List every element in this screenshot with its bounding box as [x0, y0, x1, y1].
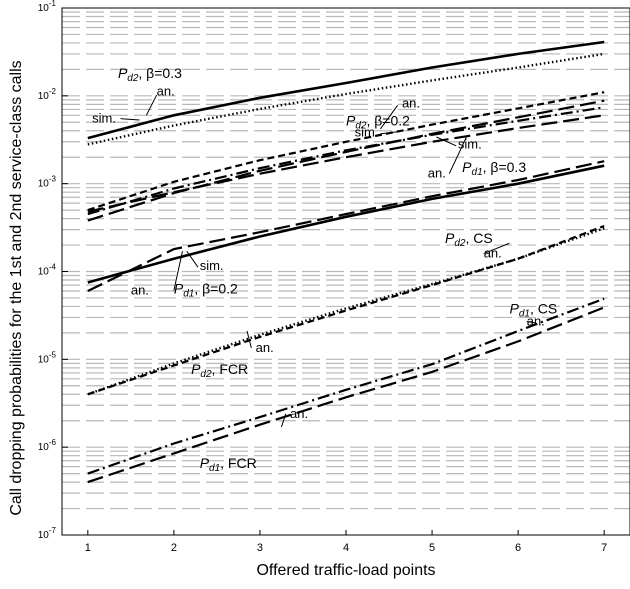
annotation-pointer	[280, 413, 287, 428]
annotation-layer: Pd2, β=0.3 Pd2, β=0.2 Pd1, β=0.3 Pd2, CS Pd1…	[118, 65, 557, 474]
series-line	[87, 40, 605, 140]
marker-layer: an. sim. an. sim. sim. an. an. sim. an. an. an. an.	[92, 84, 545, 428]
annotation-marker: sim.	[355, 125, 379, 140]
y-tick-label: 10-1	[38, 0, 57, 14]
annotation-marker: an.	[290, 406, 308, 421]
y-tick-label: 10-2	[38, 87, 57, 102]
annotation-marker: an.	[157, 84, 175, 99]
x-tick-label: 5	[429, 542, 435, 554]
annotation-pointer	[120, 118, 140, 121]
series-layer	[87, 40, 605, 484]
series-line	[87, 52, 605, 146]
y-tick-label: 10-5	[38, 350, 57, 365]
series-line	[87, 91, 605, 212]
curve-label: Pd2, FCR	[191, 361, 248, 380]
annotation-pointer	[145, 94, 158, 116]
series-line	[87, 114, 605, 213]
annotation-marker: an.	[402, 95, 420, 110]
series-line	[87, 160, 605, 292]
annotation-marker: sim.	[200, 258, 224, 273]
annotation-pointer	[448, 136, 467, 174]
x-tick-label: 7	[601, 542, 607, 554]
series-line	[87, 164, 605, 284]
x-tick-label: 3	[257, 542, 263, 554]
series-line	[87, 106, 605, 216]
curve-label: Pd1, FCR	[200, 455, 257, 474]
y-axis-label-box: Call dropping probabilities for the 1st …	[3, 48, 31, 528]
curve-label: Pd2, CS	[445, 230, 493, 249]
x-axis-ticks: 1 2 3 4 5 6 7	[85, 530, 607, 554]
curve-label: Pd1, CS	[510, 300, 558, 319]
annotation-pointer	[483, 242, 510, 255]
series-line	[87, 297, 605, 475]
series-line	[87, 306, 605, 484]
gridlines	[62, 11, 630, 510]
annotation-marker: sim.	[92, 111, 116, 126]
annotation-pointer	[436, 136, 457, 147]
y-tick-label: 10-6	[38, 438, 57, 453]
annotation-pointer	[246, 330, 252, 349]
y-tick-label: 10-7	[38, 526, 57, 541]
series-line	[87, 224, 605, 396]
annotation-pointer	[380, 131, 398, 135]
annotation-marker: an.	[256, 340, 274, 355]
x-axis-label: Offered traffic-load points	[256, 562, 436, 579]
y-tick-label: 10-3	[38, 175, 57, 190]
x-tick-label: 2	[171, 542, 177, 554]
y-axis-label: Call dropping probabilities for the 1st …	[8, 60, 25, 516]
annotation-marker: sim.	[458, 136, 482, 151]
curve-label: Pd1, β=0.3	[462, 159, 526, 178]
x-tick-label: 6	[515, 542, 521, 554]
annotation-pointer	[173, 251, 183, 291]
curve-label: Pd2, β=0.2	[346, 112, 410, 131]
annotation-pointer	[380, 105, 399, 130]
curve-label: Pd2, β=0.3	[118, 65, 182, 84]
annotation-marker: an.	[131, 282, 149, 297]
x-tick-label: 4	[343, 542, 349, 554]
annotation-marker: an.	[428, 166, 446, 181]
annotation-pointer	[526, 320, 536, 324]
curve-label: Pd1, β=0.2	[174, 281, 238, 300]
annotation-marker: an.	[484, 246, 502, 261]
annotation-marker: an.	[527, 313, 545, 328]
x-tick-label: 1	[85, 542, 91, 554]
y-axis-ticks: 10-1 10-2 10-3 10-4 10-5 10-6 10-7	[38, 0, 68, 541]
y-tick-label: 10-4	[38, 263, 57, 278]
annotation-pointer	[186, 250, 199, 268]
